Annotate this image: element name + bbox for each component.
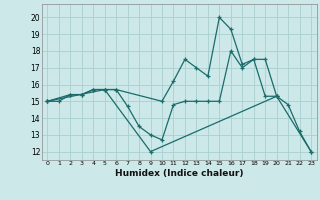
X-axis label: Humidex (Indice chaleur): Humidex (Indice chaleur)	[115, 169, 244, 178]
